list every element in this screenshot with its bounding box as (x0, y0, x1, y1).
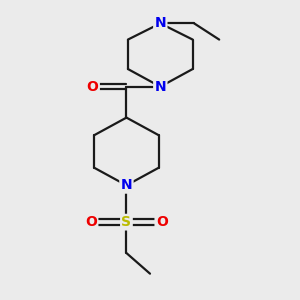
Text: S: S (122, 215, 131, 229)
Text: O: O (87, 80, 98, 94)
Text: N: N (121, 178, 132, 192)
Text: O: O (85, 215, 97, 229)
Text: N: N (154, 80, 166, 94)
Text: N: N (154, 16, 166, 30)
Text: O: O (156, 215, 168, 229)
